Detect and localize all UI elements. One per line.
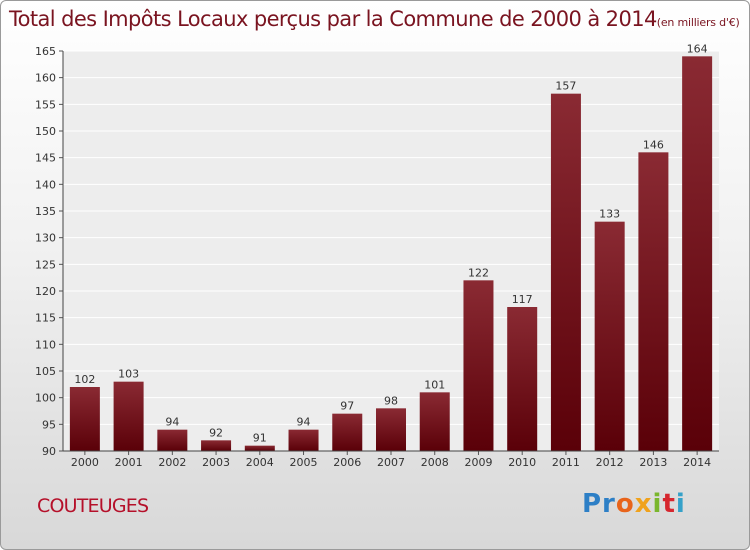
y-tick-label: 135 xyxy=(35,205,56,218)
x-tick-label: 2004 xyxy=(246,456,274,469)
x-tick-label: 2002 xyxy=(158,456,186,469)
bar-value-label: 122 xyxy=(468,266,489,279)
bar-value-label: 101 xyxy=(424,378,445,391)
y-tick-label: 160 xyxy=(35,72,56,85)
bar xyxy=(244,445,275,451)
y-tick-label: 90 xyxy=(42,445,56,458)
logo-letters-5: t xyxy=(662,489,676,519)
y-tick-label: 145 xyxy=(35,152,56,165)
y-tick-label: 155 xyxy=(35,98,56,111)
x-tick-label: 2001 xyxy=(115,456,143,469)
proxiti-logo: Proxiti xyxy=(582,489,686,519)
y-tick-label: 120 xyxy=(35,285,56,298)
bar-value-label: 102 xyxy=(74,373,95,386)
x-tick-label: 2003 xyxy=(202,456,230,469)
bar-value-label: 103 xyxy=(118,368,139,381)
x-tick-label: 2008 xyxy=(421,456,449,469)
bar xyxy=(463,280,494,451)
x-tick-label: 2012 xyxy=(596,456,624,469)
logo-letters-6: i xyxy=(675,489,686,519)
x-tick-label: 2005 xyxy=(290,456,318,469)
y-tick-label: 95 xyxy=(42,418,56,431)
bar xyxy=(550,93,581,452)
logo-letters-2: o xyxy=(615,489,635,519)
commune-name: COUTEUGES xyxy=(37,495,149,517)
bar xyxy=(682,56,713,451)
x-tick-label: 2011 xyxy=(552,456,580,469)
bar-value-label: 97 xyxy=(340,400,354,413)
bar-value-label: 146 xyxy=(643,138,664,151)
chart-title-unit: (en milliers d'€) xyxy=(656,16,740,29)
bar-value-label: 98 xyxy=(384,394,398,407)
bar xyxy=(507,307,538,451)
y-tick-label: 140 xyxy=(35,178,56,191)
bar xyxy=(201,440,232,451)
x-tick-label: 2010 xyxy=(508,456,536,469)
x-tick-label: 2013 xyxy=(639,456,667,469)
y-tick-label: 165 xyxy=(35,45,56,58)
logo-letters-3: x xyxy=(634,489,653,519)
bar-value-label: 94 xyxy=(297,416,311,429)
bar-value-label: 164 xyxy=(687,42,708,55)
chart-title-main: Total des Impôts Locaux perçus par la Co… xyxy=(9,7,657,31)
y-tick-label: 115 xyxy=(35,312,56,325)
x-tick-label: 2006 xyxy=(333,456,361,469)
bar xyxy=(332,413,363,451)
bar-value-label: 157 xyxy=(555,80,576,93)
bar-value-label: 117 xyxy=(512,293,533,306)
y-tick-label: 110 xyxy=(35,338,56,351)
bar xyxy=(69,387,100,451)
chart-title: Total des Impôts Locaux perçus par la Co… xyxy=(9,7,740,31)
x-tick-label: 2000 xyxy=(71,456,99,469)
y-tick-label: 125 xyxy=(35,258,56,271)
y-tick-label: 100 xyxy=(35,392,56,405)
x-tick-label: 2007 xyxy=(377,456,405,469)
logo-letters-1: Pr xyxy=(582,489,616,519)
bar xyxy=(638,152,669,452)
x-tick-label: 2014 xyxy=(683,456,711,469)
bar-value-label: 133 xyxy=(599,208,620,221)
bar-value-label: 92 xyxy=(209,426,223,439)
bar-value-label: 94 xyxy=(165,416,179,429)
y-tick-label: 130 xyxy=(35,232,56,245)
bar xyxy=(419,392,450,451)
bar xyxy=(376,408,406,451)
x-tick-label: 2009 xyxy=(464,456,492,469)
bar xyxy=(288,429,319,451)
bar xyxy=(157,429,188,451)
bar xyxy=(594,221,625,451)
y-tick-label: 150 xyxy=(35,125,56,138)
bar xyxy=(113,381,144,451)
bar-value-label: 91 xyxy=(253,432,267,445)
y-tick-label: 105 xyxy=(35,365,56,378)
logo-letters-4: i xyxy=(652,489,663,519)
